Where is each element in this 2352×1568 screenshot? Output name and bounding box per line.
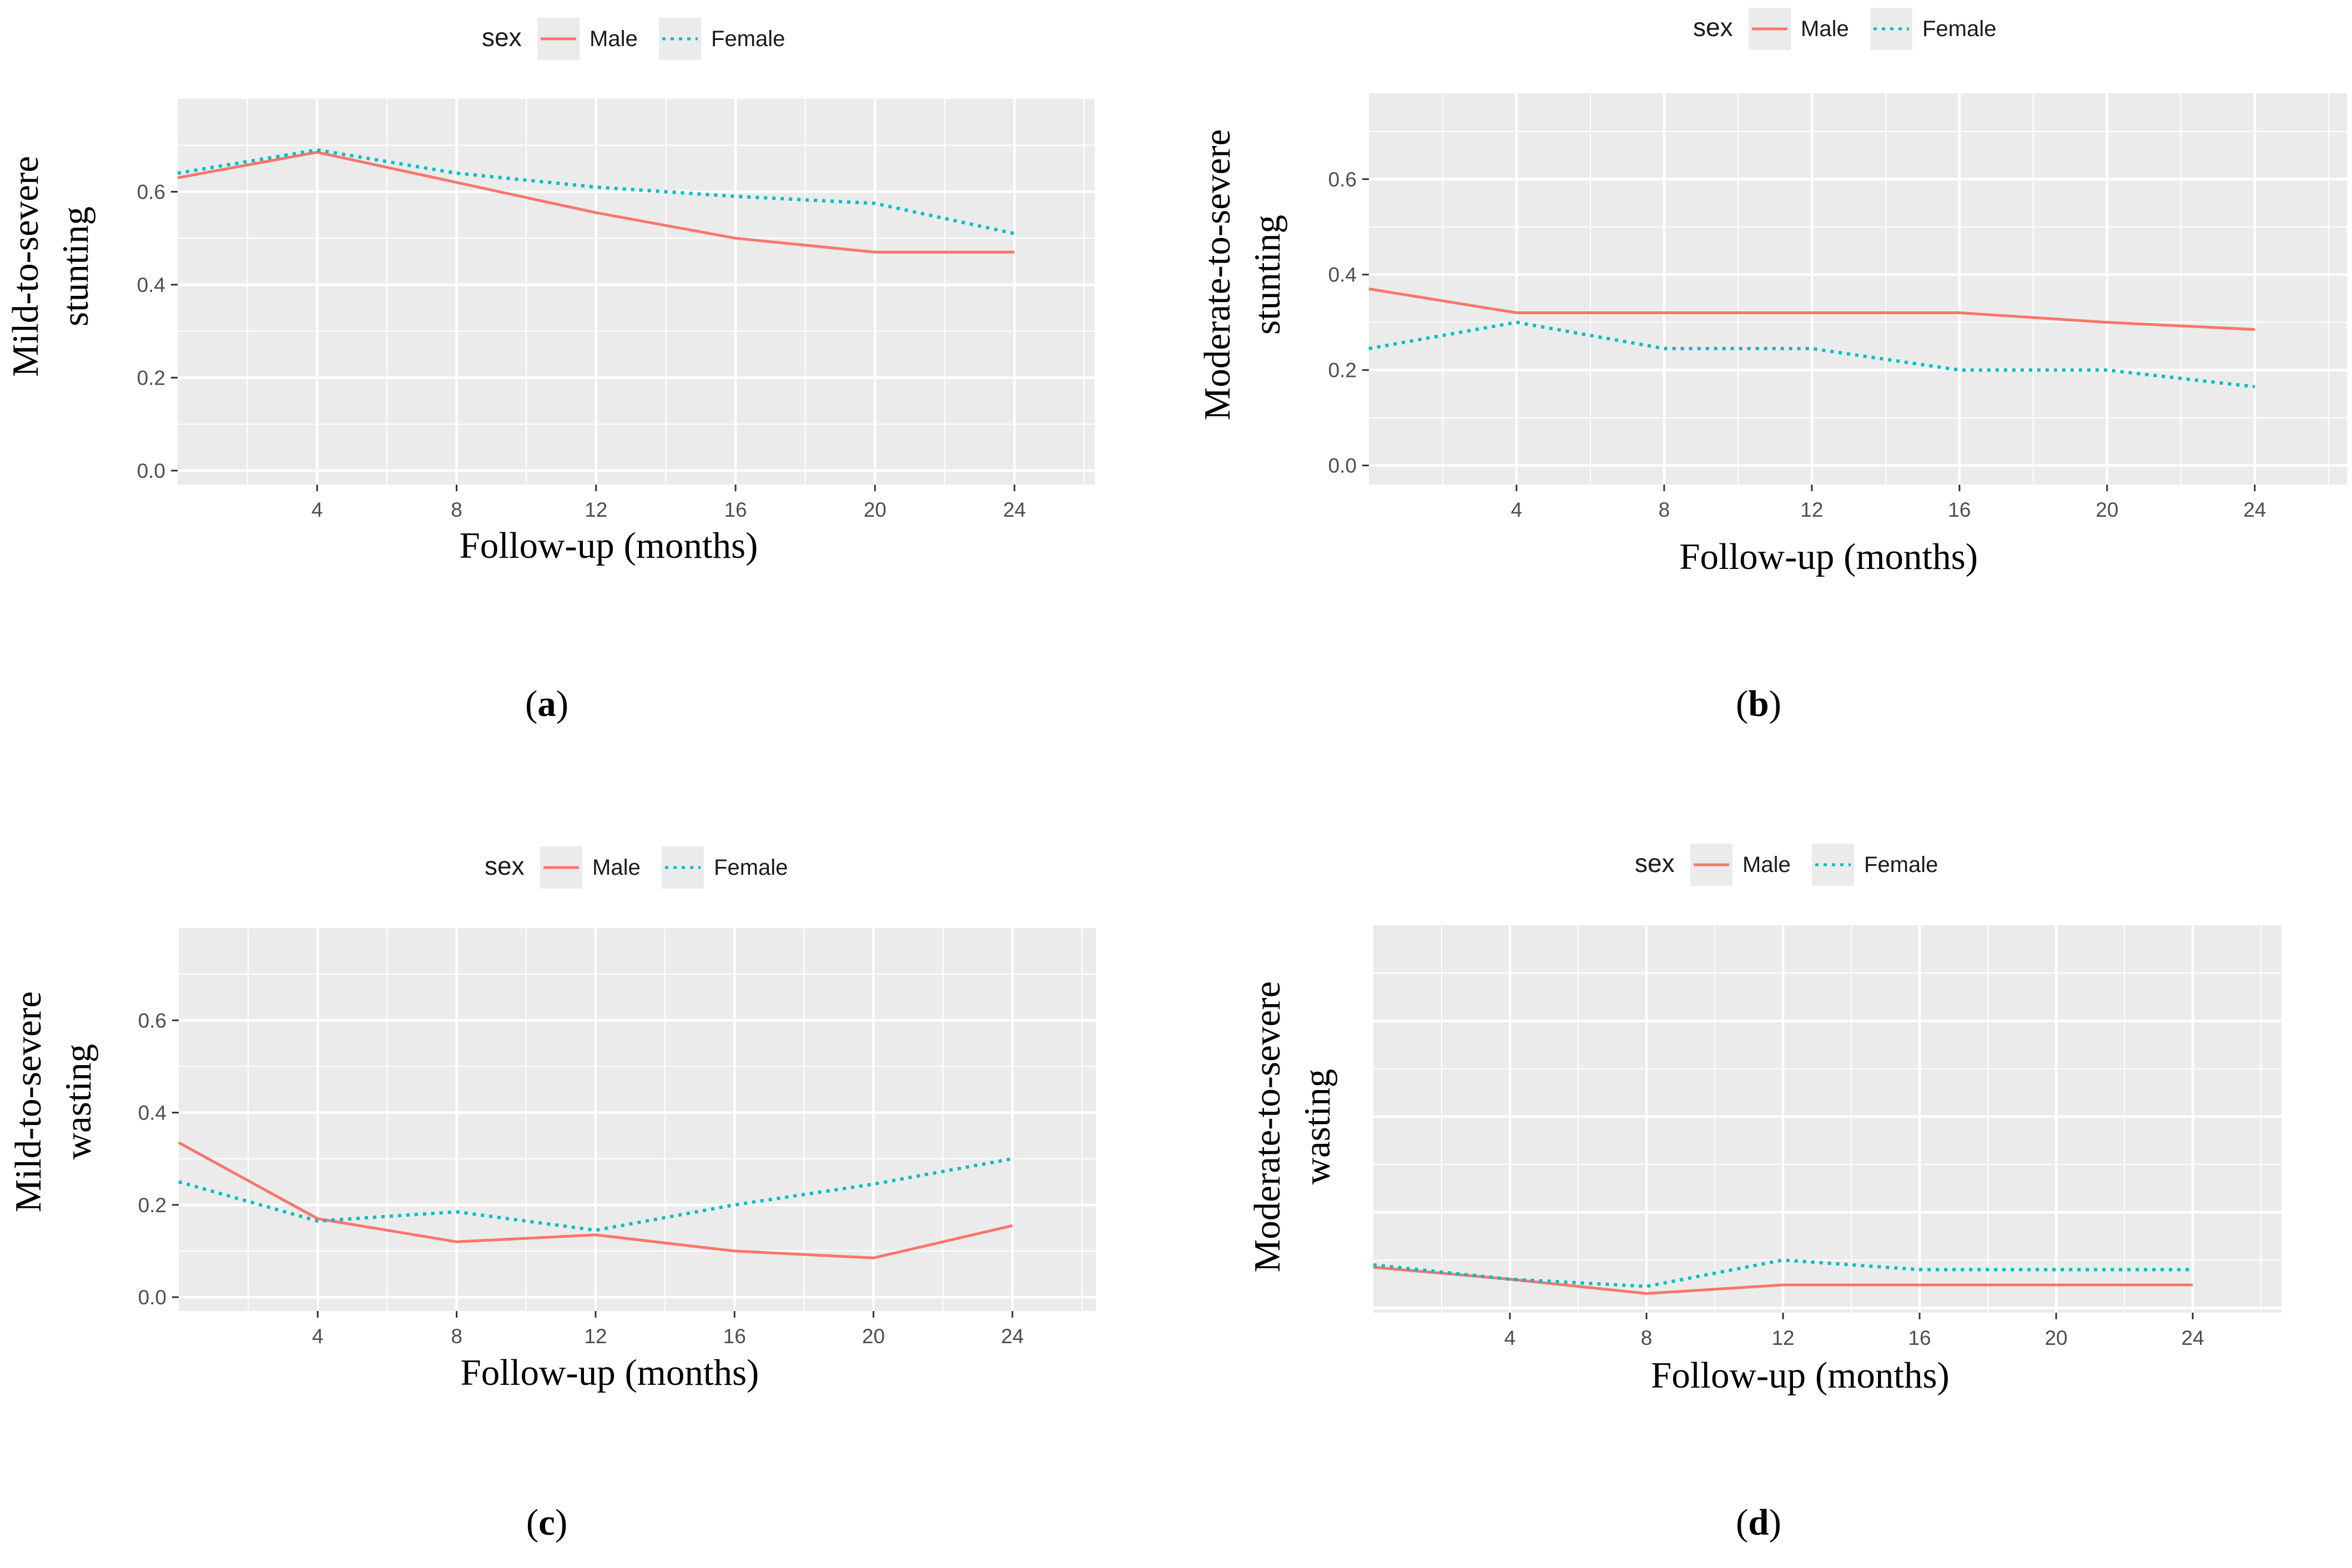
x-tick-label: 8 — [451, 1325, 462, 1348]
legend-title: sex — [485, 851, 525, 880]
legend-title: sex — [1693, 13, 1733, 42]
legend-title: sex — [482, 23, 522, 52]
x-axis-title: Follow-up (months) — [1679, 536, 1978, 577]
plot-panel-background — [178, 99, 1095, 485]
x-axis-title: Follow-up (months) — [460, 525, 758, 566]
legend-label-female: Female — [1922, 17, 1996, 41]
legend-title: sex — [1635, 849, 1675, 878]
legend-label-female: Female — [1864, 853, 1938, 877]
x-axis-title: Follow-up (months) — [461, 1352, 759, 1393]
y-tick-label: 0.6 — [137, 180, 165, 203]
y-tick-label: 0.2 — [137, 366, 165, 389]
chart-panel-c: 0.0 0.2 0.4 0.6 4 8 12 16 20 24 sex Male Female Follo… — [8, 846, 1096, 1543]
x-tick-label: 12 — [1771, 1327, 1794, 1349]
legend-label-male: Male — [592, 855, 641, 880]
plot-panel-background — [1373, 925, 2282, 1313]
x-tick-label: 12 — [585, 498, 607, 521]
panel-caption: (a) — [525, 683, 568, 724]
y-axis-title-line1: Moderate-to-severe — [1197, 129, 1238, 421]
x-tick-label: 20 — [2044, 1327, 2067, 1349]
x-tick-label: 20 — [864, 498, 887, 521]
x-tick-label: 16 — [723, 1325, 746, 1348]
y-tick-label: 0.2 — [1328, 359, 1357, 382]
legend-label-male: Male — [1742, 853, 1791, 877]
x-tick-label: 16 — [724, 498, 747, 521]
panel-caption: (c) — [526, 1502, 567, 1543]
x-tick-label: 8 — [451, 498, 462, 521]
y-axis-title-line1: Mild-to-severe — [8, 991, 49, 1212]
y-tick-label: 0.2 — [138, 1194, 167, 1217]
x-axis-title: Follow-up (months) — [1651, 1355, 1950, 1396]
y-tick-label: 0.4 — [138, 1102, 167, 1125]
x-tick-label: 16 — [1948, 498, 1971, 521]
y-axis-title-line1: Mild-to-severe — [5, 156, 46, 377]
series-line-male — [177, 150, 1015, 254]
plot-panel-background — [1369, 93, 2347, 485]
panel-caption: (d) — [1736, 1502, 1781, 1543]
y-tick-label: 0.0 — [1328, 455, 1357, 477]
plot-panel-background — [179, 928, 1096, 1311]
y-axis-title-line1: Moderate-to-severe — [1247, 981, 1288, 1273]
x-tick-label: 24 — [1001, 1325, 1024, 1348]
series-line-male — [1373, 1266, 2193, 1295]
x-tick-label: 20 — [862, 1325, 885, 1348]
legend-label-female: Female — [711, 27, 785, 51]
y-tick-label: 0.0 — [137, 460, 165, 482]
y-axis-title-line2: wasting — [1297, 1069, 1338, 1184]
x-tick-label: 12 — [584, 1325, 607, 1348]
chart-panel-b: 0.0 0.2 0.4 0.6 4 8 12 16 20 24 sex Male Female Follo… — [1197, 8, 2347, 724]
legend-label-female: Female — [714, 855, 788, 880]
y-tick-label: 0.0 — [138, 1286, 167, 1309]
x-tick-label: 24 — [2182, 1327, 2204, 1349]
panel-caption: (b) — [1736, 683, 1781, 724]
y-axis-title-line2: stunting — [55, 206, 96, 326]
y-tick-label: 0.6 — [1328, 168, 1357, 191]
x-tick-label: 20 — [2096, 498, 2118, 521]
chart-panel-a: 0.0 0.2 0.4 0.6 4 8 12 16 20 24 sex Male Female Follo… — [5, 18, 1095, 724]
x-tick-label: 4 — [1504, 1327, 1516, 1349]
series-line-male — [1368, 288, 2255, 331]
x-tick-label: 24 — [2243, 498, 2266, 521]
y-axis-title-line2: wasting — [58, 1044, 99, 1159]
x-tick-label: 4 — [312, 1325, 324, 1348]
y-tick-label: 0.4 — [1328, 264, 1357, 286]
series-line-male — [178, 1141, 1013, 1259]
y-tick-label: 0.6 — [138, 1009, 167, 1032]
x-tick-label: 8 — [1641, 1327, 1653, 1349]
x-tick-label: 16 — [1908, 1327, 1931, 1349]
y-tick-label: 0.4 — [137, 274, 165, 296]
x-tick-label: 4 — [1511, 498, 1523, 521]
y-axis-title-line2: stunting — [1247, 215, 1288, 335]
x-tick-label: 24 — [1003, 498, 1026, 521]
x-tick-label: 12 — [1800, 498, 1823, 521]
series-line-female — [177, 148, 1015, 235]
x-tick-label: 4 — [311, 498, 323, 521]
x-tick-label: 8 — [1659, 498, 1670, 521]
series-line-female — [1368, 320, 2255, 389]
chart-panel-d: 4 8 12 16 20 24 sex Male Female Follow-up (months… — [1247, 844, 2282, 1543]
legend-label-male: Male — [1801, 17, 1849, 41]
legend-label-male: Male — [590, 27, 638, 51]
